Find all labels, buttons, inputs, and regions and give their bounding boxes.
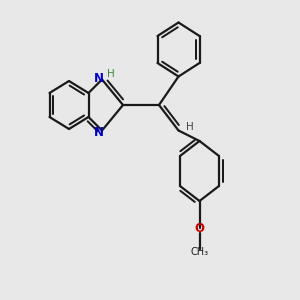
Text: H: H [186, 122, 194, 133]
Text: H: H [106, 69, 114, 79]
Text: CH₃: CH₃ [190, 247, 208, 257]
Text: O: O [194, 221, 205, 235]
Text: N: N [93, 125, 103, 139]
Text: N: N [93, 71, 103, 85]
